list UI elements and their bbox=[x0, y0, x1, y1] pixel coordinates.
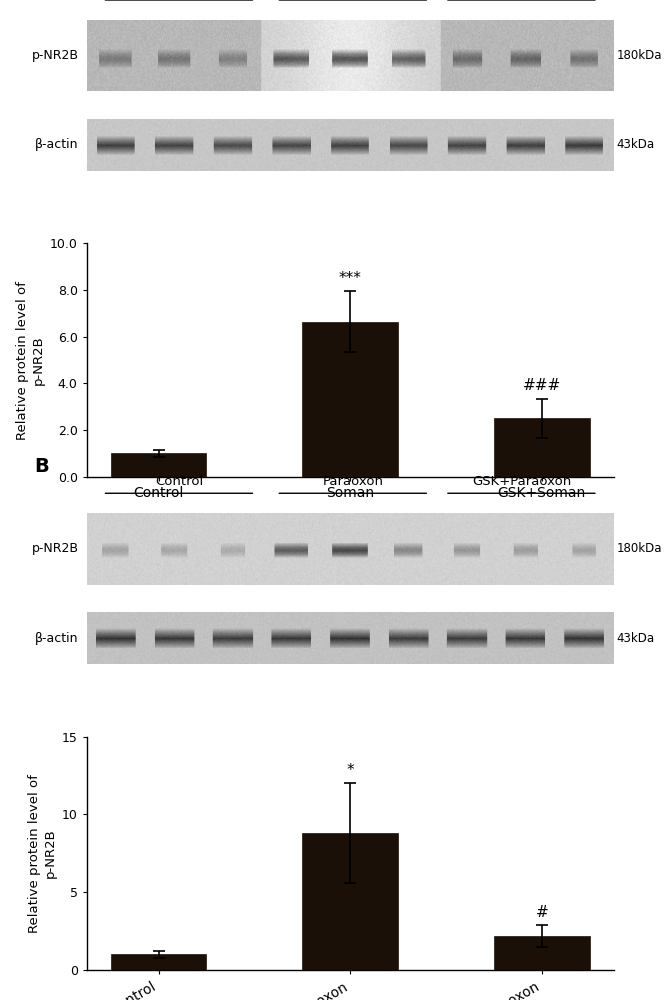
Bar bbox=[494, 418, 590, 477]
Text: β-actin: β-actin bbox=[35, 138, 79, 151]
Text: B: B bbox=[34, 457, 49, 476]
Text: 43kDa: 43kDa bbox=[616, 632, 654, 645]
Text: #: # bbox=[536, 905, 548, 920]
Y-axis label: Relative protein level of
p-NR2B: Relative protein level of p-NR2B bbox=[28, 774, 56, 933]
Y-axis label: Relative protein level of
p-NR2B: Relative protein level of p-NR2B bbox=[16, 281, 44, 440]
Text: Control: Control bbox=[155, 475, 203, 488]
Bar bbox=[111, 453, 207, 477]
Bar bbox=[111, 954, 207, 970]
Text: 180kDa: 180kDa bbox=[616, 49, 662, 62]
Text: ***: *** bbox=[339, 271, 362, 286]
Bar bbox=[302, 322, 398, 477]
Text: 43kDa: 43kDa bbox=[616, 138, 654, 151]
Text: β-actin: β-actin bbox=[35, 632, 79, 645]
Text: p-NR2B: p-NR2B bbox=[32, 542, 79, 555]
Text: Paraoxon: Paraoxon bbox=[322, 475, 384, 488]
Text: 180kDa: 180kDa bbox=[616, 542, 662, 555]
Bar bbox=[302, 833, 398, 970]
Text: *: * bbox=[346, 763, 354, 778]
Text: GSK+Paraoxon: GSK+Paraoxon bbox=[472, 475, 571, 488]
Bar bbox=[494, 936, 590, 970]
Text: ###: ### bbox=[523, 378, 561, 393]
Text: p-NR2B: p-NR2B bbox=[32, 49, 79, 62]
